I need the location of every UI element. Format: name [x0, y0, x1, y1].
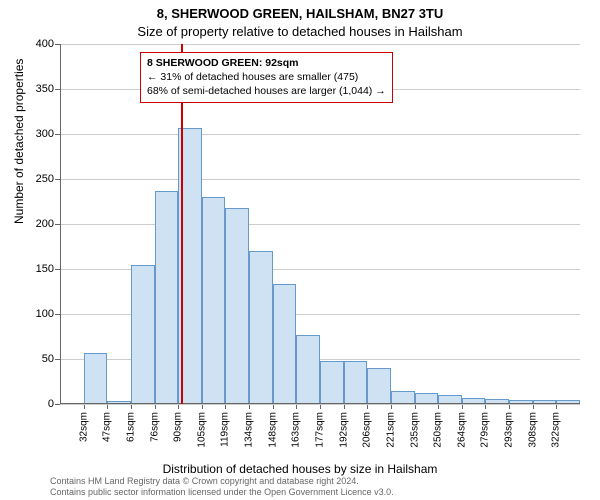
grid-line — [60, 179, 580, 180]
x-tick-label: 250sqm — [433, 412, 444, 448]
histogram-bar — [249, 251, 273, 404]
y-tick-label: 200 — [14, 218, 54, 230]
y-tick-label: 50 — [14, 353, 54, 365]
grid-line — [60, 404, 580, 405]
y-tick-label: 400 — [14, 38, 54, 50]
footer-line1: Contains HM Land Registry data © Crown c… — [50, 476, 394, 487]
y-tick-label: 150 — [14, 263, 54, 275]
x-tick-label: 90sqm — [173, 412, 184, 442]
grid-line — [60, 44, 580, 45]
grid-line — [60, 134, 580, 135]
x-tick-label: 221sqm — [385, 412, 396, 448]
y-tick-label: 350 — [14, 83, 54, 95]
histogram-bar — [225, 208, 249, 404]
x-tick-label: 264sqm — [456, 412, 467, 448]
histogram-bar — [273, 284, 297, 404]
chart-title-address: 8, SHERWOOD GREEN, HAILSHAM, BN27 3TU — [0, 6, 600, 21]
chart-subtitle: Size of property relative to detached ho… — [0, 24, 600, 39]
footer-attribution: Contains HM Land Registry data © Crown c… — [50, 476, 394, 499]
x-tick-label: 322sqm — [551, 412, 562, 448]
y-axis — [60, 44, 61, 404]
histogram-bar — [367, 368, 391, 404]
histogram-bar — [296, 335, 320, 404]
histogram-bar — [202, 197, 226, 404]
x-tick-label: 163sqm — [291, 412, 302, 448]
x-tick-label: 177sqm — [315, 412, 326, 448]
info-box-property: 8 SHERWOOD GREEN: 92sqm — [147, 56, 386, 70]
y-tick-label: 250 — [14, 173, 54, 185]
y-tick-label: 300 — [14, 128, 54, 140]
x-tick-label: 119sqm — [220, 412, 231, 447]
x-tick-label: 47sqm — [102, 412, 113, 442]
x-tick-label: 105sqm — [196, 412, 207, 448]
x-tick-label: 293sqm — [504, 412, 515, 448]
info-box: 8 SHERWOOD GREEN: 92sqm← 31% of detached… — [140, 52, 393, 103]
x-tick-label: 76sqm — [149, 412, 160, 442]
x-axis-label: Distribution of detached houses by size … — [0, 462, 600, 476]
info-box-smaller: ← 31% of detached houses are smaller (47… — [147, 70, 386, 84]
histogram-bar — [320, 361, 344, 404]
x-tick-label: 308sqm — [527, 412, 538, 448]
x-axis — [60, 403, 580, 404]
histogram-bar — [84, 353, 108, 404]
x-tick-label: 61sqm — [125, 412, 136, 442]
footer-line2: Contains public sector information licen… — [50, 487, 394, 498]
x-tick-label: 279sqm — [480, 412, 491, 448]
y-tick-label: 100 — [14, 308, 54, 320]
x-tick-label: 192sqm — [338, 412, 349, 448]
histogram-bar — [344, 361, 368, 404]
plot-area: 05010015020025030035040032sqm47sqm61sqm7… — [60, 44, 580, 404]
histogram-bar — [131, 265, 155, 405]
x-tick-label: 32sqm — [78, 412, 89, 442]
x-tick-label: 206sqm — [362, 412, 373, 448]
x-tick-label: 134sqm — [244, 412, 255, 448]
x-tick-label: 148sqm — [267, 412, 278, 448]
x-tick-label: 235sqm — [409, 412, 420, 448]
info-box-larger: 68% of semi-detached houses are larger (… — [147, 84, 386, 98]
histogram-bar — [155, 191, 179, 404]
histogram-bar — [391, 391, 415, 405]
y-tick-label: 0 — [14, 398, 54, 410]
grid-line — [60, 224, 580, 225]
